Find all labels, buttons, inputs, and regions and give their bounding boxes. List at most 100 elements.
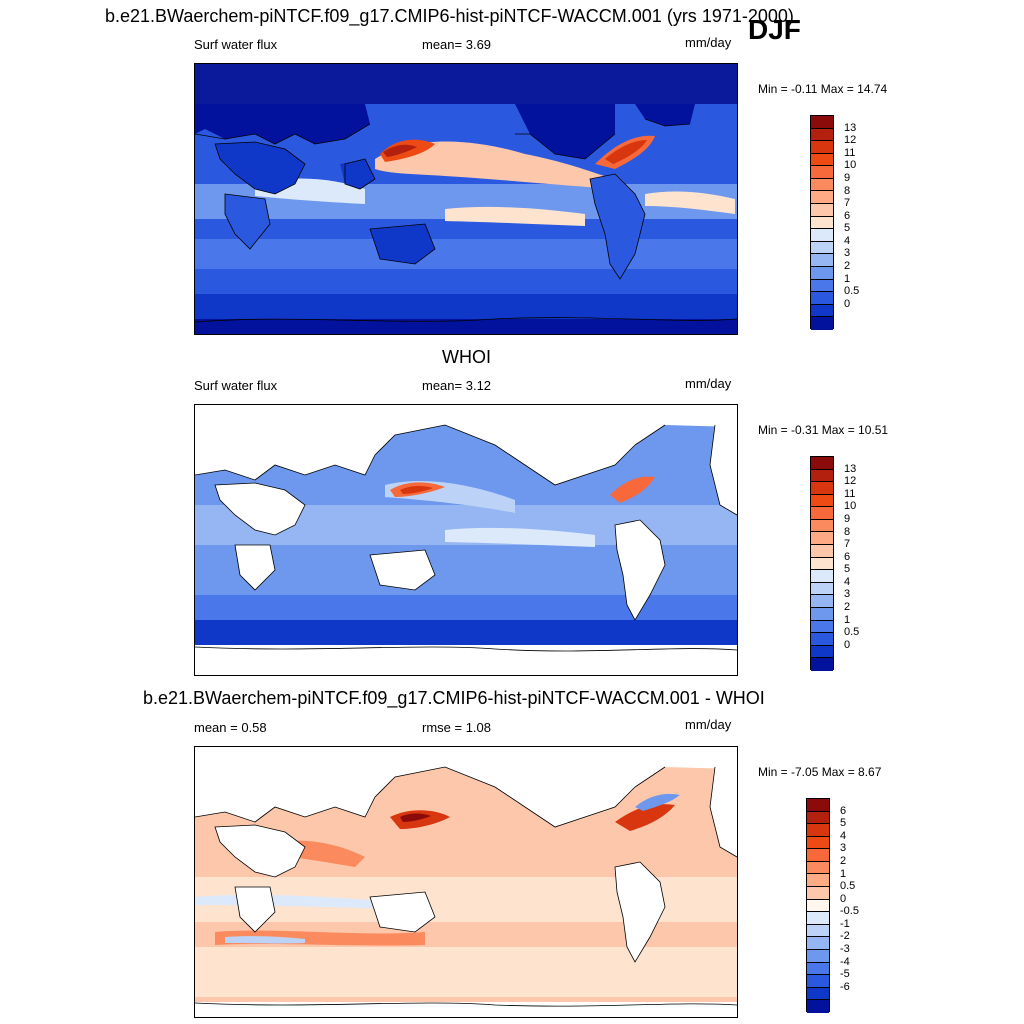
panel2-units-label: mm/day xyxy=(685,376,732,391)
colorbar-swatch xyxy=(811,494,833,508)
colorbar-swatch xyxy=(811,229,833,242)
season-label: DJF xyxy=(748,14,801,45)
colorbar-tick-label: -6 xyxy=(840,980,850,993)
colorbar-swatch xyxy=(811,254,833,267)
panel3-mean-label: mean = 0.58 xyxy=(194,720,267,735)
colorbar-tick-label: 0.5 xyxy=(844,285,860,298)
colorbar-tick-label: -4 xyxy=(840,955,850,968)
colorbar-swatch xyxy=(811,645,833,659)
panel2-minmax-label: Min = -0.31 Max = 10.51 xyxy=(758,423,889,437)
colorbar-tick-label: 2 xyxy=(844,601,851,614)
panel2-title: WHOI xyxy=(442,347,491,367)
colorbar-tick-label: 0.5 xyxy=(844,626,860,639)
colorbar-swatch xyxy=(811,519,833,533)
colorbar-swatch xyxy=(811,141,833,154)
colorbar-tick-label: 3 xyxy=(840,842,847,855)
colorbar-tick-label: 12 xyxy=(844,475,857,488)
colorbar-tick-label: 4 xyxy=(840,829,847,842)
colorbar-tick-label: 4 xyxy=(844,575,851,588)
colorbar-tick-label: 7 xyxy=(844,197,851,210)
colorbar-tick-label: 9 xyxy=(844,171,851,184)
panel1-colorbar xyxy=(810,115,834,330)
colorbar-tick-label: 11 xyxy=(844,487,856,500)
colorbar-tick-label: 1 xyxy=(844,613,851,626)
colorbar-swatch xyxy=(807,962,829,976)
colorbar-swatch xyxy=(811,570,833,583)
colorbar-swatch xyxy=(811,317,833,330)
colorbar-tick-label: 2 xyxy=(840,854,847,867)
colorbar-swatch xyxy=(807,987,829,1001)
colorbar-swatch xyxy=(811,153,833,167)
colorbar-swatch xyxy=(807,849,829,862)
colorbar-tick-label: 6 xyxy=(844,209,851,222)
colorbar-swatch xyxy=(807,799,829,812)
colorbar-swatch xyxy=(807,887,829,900)
colorbar-swatch xyxy=(811,116,833,129)
colorbar-tick-label: -0.5 xyxy=(840,905,859,918)
colorbar-swatch xyxy=(811,191,833,205)
colorbar-tick-label: 10 xyxy=(844,500,857,513)
colorbar-swatch xyxy=(807,874,829,888)
panel2-colorbar xyxy=(810,456,834,671)
colorbar-swatch xyxy=(807,937,829,950)
colorbar-tick-label: -1 xyxy=(840,917,850,930)
panel1-minmax-label: Min = -0.11 Max = 14.74 xyxy=(758,82,888,96)
colorbar-swatch xyxy=(807,861,829,875)
colorbar-swatch xyxy=(811,457,833,470)
colorbar-tick-label: 1 xyxy=(840,867,847,880)
colorbar-tick-label: -3 xyxy=(840,943,850,956)
colorbar-tick-label: 5 xyxy=(840,817,847,830)
colorbar-swatch xyxy=(811,469,833,483)
colorbar-swatch xyxy=(811,620,833,634)
colorbar-tick-label: 8 xyxy=(844,525,851,538)
colorbar-tick-label: 10 xyxy=(844,159,857,172)
panel3-rmse-label: rmse = 1.08 xyxy=(422,720,492,735)
colorbar-swatch xyxy=(811,178,833,192)
colorbar-swatch xyxy=(811,557,833,571)
colorbar-tick-label: 5 xyxy=(844,563,851,576)
colorbar-tick-label: 0 xyxy=(840,892,847,905)
colorbar-tick-label: 3 xyxy=(844,247,851,260)
colorbar-swatch xyxy=(807,899,829,913)
colorbar-swatch xyxy=(807,912,829,925)
colorbar-swatch xyxy=(807,1000,829,1013)
colorbar-swatch xyxy=(807,924,829,938)
colorbar-tick-label: 13 xyxy=(844,121,857,134)
colorbar-swatch xyxy=(811,241,833,255)
colorbar-tick-label: -2 xyxy=(840,930,850,943)
panel3-title: b.e21.BWaerchem-piNTCF.f09_g17.CMIP6-his… xyxy=(143,688,765,708)
colorbar-swatch xyxy=(811,582,833,596)
colorbar-swatch xyxy=(811,279,833,293)
colorbar-swatch xyxy=(811,166,833,179)
colorbar-swatch xyxy=(807,975,829,988)
colorbar-swatch xyxy=(811,482,833,495)
colorbar-swatch xyxy=(811,204,833,217)
colorbar-swatch xyxy=(811,607,833,621)
panel1-variable-label: Surf water flux xyxy=(194,37,278,52)
panel2-map xyxy=(194,404,738,676)
colorbar-tick-label: 3 xyxy=(844,588,851,601)
panel1-title: b.e21.BWaerchem-piNTCF.f09_g17.CMIP6-his… xyxy=(105,6,794,26)
colorbar-swatch xyxy=(811,532,833,546)
colorbar-tick-label: 6 xyxy=(840,804,847,817)
panel2-mean-label: mean= 3.12 xyxy=(422,378,492,393)
colorbar-tick-label: 1 xyxy=(844,272,851,285)
colorbar-swatch xyxy=(807,811,829,825)
colorbar-tick-label: 5 xyxy=(844,222,851,235)
colorbar-swatch xyxy=(811,292,833,305)
colorbar-tick-label: 0 xyxy=(844,638,851,651)
panel3-colorbar xyxy=(806,798,830,1013)
colorbar-tick-label: 11 xyxy=(844,146,856,159)
colorbar-tick-label: 12 xyxy=(844,134,857,147)
panel1-mean-label: mean= 3.69 xyxy=(422,37,492,52)
colorbar-tick-label: 7 xyxy=(844,538,851,551)
colorbar-tick-label: 2 xyxy=(844,260,851,273)
colorbar-swatch xyxy=(811,266,833,280)
colorbar-swatch xyxy=(811,128,833,142)
panel2-variable-label: Surf water flux xyxy=(194,378,278,393)
colorbar-tick-label: 6 xyxy=(844,550,851,563)
colorbar-swatch xyxy=(811,304,833,318)
colorbar-swatch xyxy=(811,633,833,646)
panel1-units-label: mm/day xyxy=(685,35,732,50)
colorbar-tick-label: 9 xyxy=(844,512,851,525)
